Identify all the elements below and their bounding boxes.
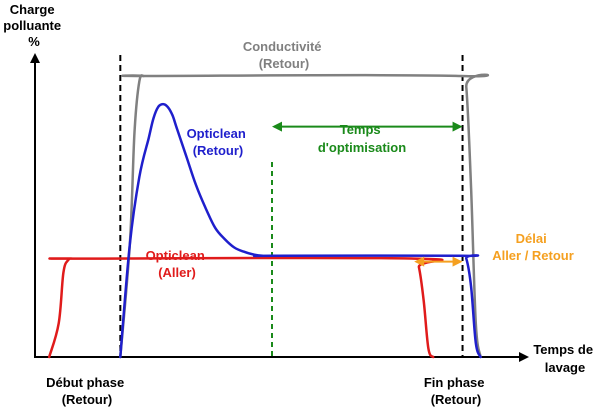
y-axis-title: Charge polluante %	[3, 2, 64, 49]
delai-aller-retour-label-line-1: Délai	[516, 231, 547, 246]
delai-aller-retour-label-line-2: Aller / Retour	[492, 248, 574, 263]
fin-phase-label-line-2: (Retour)	[431, 392, 482, 407]
series-line-opticlean-aller	[47, 256, 444, 359]
fin-phase-label: Fin phase (Retour)	[424, 375, 488, 407]
delai-aller-retour-arrow-head-left	[414, 256, 425, 267]
y-axis-title-line-2: polluante	[3, 18, 61, 33]
delai-aller-retour-arrow-head-right	[452, 256, 463, 267]
conductivite-label: Conductivité (Retour)	[243, 39, 325, 71]
temps-optimisation-arrow-head-right	[452, 121, 463, 132]
x-axis-title-line-2: lavage	[545, 360, 585, 375]
y-axis-title-line-3: %	[28, 34, 40, 49]
opticlean-aller-label: Opticlean (Aller)	[146, 248, 209, 280]
y-axis-title-line-1: Charge	[10, 2, 55, 17]
x-axis-title: Temps de lavage	[533, 342, 596, 375]
conductivite-label-line-2: (Retour)	[259, 56, 310, 71]
temps-optimisation-arrow-head-left	[272, 121, 282, 132]
delai-aller-retour-label: Délai Aller / Retour	[492, 231, 574, 263]
debut-phase-label: Début phase (Retour)	[46, 375, 128, 407]
temps-optimisation-label-line-1: Temps	[340, 122, 381, 137]
series-line-conductivit-retour	[119, 73, 490, 359]
x-axis-title-line-1: Temps de	[533, 342, 593, 357]
fin-phase-label-line-1: Fin phase	[424, 375, 485, 390]
series-line-opticlean-retour	[119, 102, 482, 359]
opticlean-retour-label: Opticlean (Retour)	[187, 126, 250, 158]
opticlean-retour-label-line-2: (Retour)	[193, 143, 244, 158]
debut-phase-label-line-2: (Retour)	[62, 392, 113, 407]
temps-optimisation-label-line-2: d'optimisation	[318, 140, 406, 155]
opticlean-retour-label-line-1: Opticlean	[187, 126, 246, 141]
opticlean-aller-label-line-1: Opticlean	[146, 248, 205, 263]
opticlean-aller-label-line-2: (Aller)	[158, 265, 196, 280]
debut-phase-label-line-1: Début phase	[46, 375, 124, 390]
conductivite-label-line-1: Conductivité	[243, 39, 322, 54]
